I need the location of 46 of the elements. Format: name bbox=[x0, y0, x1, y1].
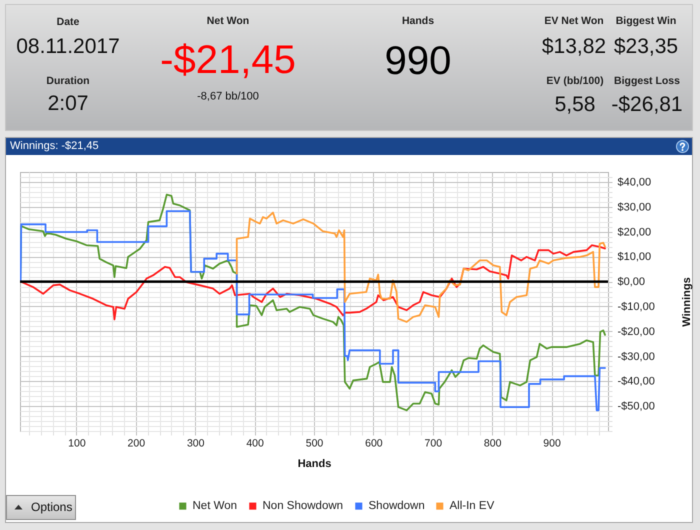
x-tick-label: 100 bbox=[68, 438, 86, 450]
y-tick-label: -$20,00 bbox=[618, 326, 655, 338]
x-tick-label: 700 bbox=[424, 438, 442, 450]
text: $13,82 bbox=[542, 34, 606, 60]
x-tick-label: 800 bbox=[484, 438, 502, 450]
y-tick-label: $40,00 bbox=[618, 176, 652, 188]
line-series bbox=[20, 244, 606, 320]
y-tick-label: -$50,00 bbox=[618, 400, 655, 413]
text: Net Won bbox=[206, 14, 250, 28]
text: -$26,81 bbox=[611, 92, 683, 118]
legend-label: Non Showdown bbox=[262, 500, 344, 512]
text: 990 bbox=[384, 38, 452, 84]
text: -8,67 bb/100 bbox=[197, 90, 259, 104]
text: -$21,45 bbox=[160, 37, 296, 83]
legend-label: Net Won bbox=[192, 500, 238, 512]
text: Hands bbox=[402, 14, 434, 28]
y-tick-label: $10,00 bbox=[618, 251, 652, 264]
x-tick-label: 300 bbox=[186, 438, 205, 450]
x-tick-label: 400 bbox=[246, 438, 264, 450]
y-tick-label: -$30,00 bbox=[618, 350, 655, 363]
y-tick-label: $30,00 bbox=[618, 201, 652, 214]
text: Biggest Loss bbox=[614, 74, 680, 88]
x-tick-label: 900 bbox=[543, 438, 561, 450]
text: EV (bb/100) bbox=[546, 74, 604, 88]
y-axis-title: Winnings bbox=[680, 277, 693, 327]
line-series bbox=[236, 212, 606, 323]
options-button: Options bbox=[6, 495, 76, 520]
text: Date bbox=[56, 16, 80, 28]
x-tick-label: 200 bbox=[128, 438, 146, 450]
text: 5,58 bbox=[554, 92, 596, 118]
x-tick-label: 500 bbox=[306, 438, 324, 450]
text: 08.11.2017 bbox=[16, 34, 120, 60]
text: Biggest Win bbox=[616, 14, 676, 28]
y-tick-label: -$40,00 bbox=[618, 376, 655, 388]
x-axis-title: Hands bbox=[298, 458, 332, 470]
legend-label: Showdown bbox=[368, 500, 425, 512]
text: Duration bbox=[46, 74, 90, 88]
chart-title: Winnings: -$21,45 bbox=[10, 139, 99, 154]
legend-label: All-In EV bbox=[450, 500, 495, 512]
y-tick-label: -$10,00 bbox=[618, 300, 655, 313]
y-tick-label: $20,00 bbox=[618, 226, 652, 238]
text: $23,35 bbox=[614, 34, 678, 60]
x-tick-label: 600 bbox=[365, 438, 383, 450]
y-tick-label: $0,00 bbox=[618, 276, 646, 288]
text: 2:07 bbox=[48, 92, 88, 116]
text: EV Net Won bbox=[544, 14, 604, 28]
